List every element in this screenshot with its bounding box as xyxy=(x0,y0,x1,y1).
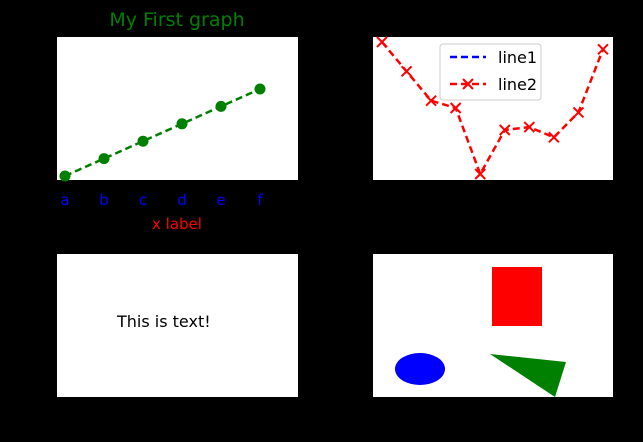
x-tick-label: d xyxy=(177,191,187,209)
data-point xyxy=(59,170,71,182)
x-tick-label: b xyxy=(99,191,109,209)
series-top-right xyxy=(376,36,609,180)
data-point xyxy=(98,153,110,165)
legend-line1-label: line1 xyxy=(498,48,537,67)
x-marker xyxy=(474,168,486,180)
subplot-top-right: line1 line2 xyxy=(373,36,613,180)
x-marker xyxy=(462,78,474,90)
x-marker xyxy=(376,36,388,48)
data-point xyxy=(176,118,188,130)
series-line xyxy=(64,87,261,178)
x-axis-label: x label xyxy=(152,215,202,233)
x-tick-label: a xyxy=(60,191,69,209)
x-tick-labels: a b c d e f xyxy=(60,191,263,209)
x-tick-label: e xyxy=(216,191,225,209)
subplot-bottom-left: This is text! xyxy=(57,254,298,397)
x-marker xyxy=(499,124,511,136)
chart-title: My First graph xyxy=(109,9,244,31)
x-tick-label: f xyxy=(257,191,263,209)
x-marker xyxy=(449,102,462,114)
x-marker xyxy=(597,43,609,56)
x-marker xyxy=(523,121,536,133)
legend-line2-label: line2 xyxy=(498,75,537,94)
data-point xyxy=(254,83,266,95)
data-point xyxy=(137,135,149,147)
axes-top-left xyxy=(57,37,298,180)
subplot-top-left: My First graph a b c d e f x label xyxy=(57,9,298,233)
axes-bottom-left xyxy=(57,254,298,397)
legend-line2-marker xyxy=(462,78,474,90)
series-top-left xyxy=(59,83,266,182)
x-marker xyxy=(425,94,437,107)
x-tick-label: c xyxy=(139,191,147,209)
series-line-line2 xyxy=(381,41,605,177)
x-marker xyxy=(548,131,560,144)
x-marker xyxy=(572,106,585,119)
legend: line1 line2 xyxy=(439,43,542,101)
data-point xyxy=(215,100,227,112)
red-rectangle xyxy=(492,267,542,326)
text-annotation: This is text! xyxy=(116,312,211,331)
green-triangle xyxy=(490,354,566,397)
subplot-bottom-right xyxy=(373,254,613,397)
x-marker xyxy=(400,65,413,78)
blue-ellipse xyxy=(395,353,445,385)
